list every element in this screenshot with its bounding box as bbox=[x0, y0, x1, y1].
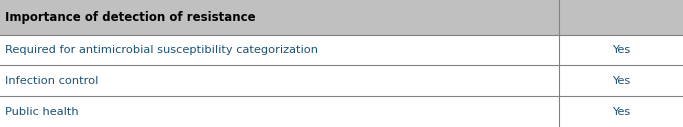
Bar bbox=[0, 96, 683, 127]
Bar bbox=[0, 35, 683, 65]
Text: Public health: Public health bbox=[5, 107, 79, 117]
Bar bbox=[0, 65, 683, 96]
Text: Required for antimicrobial susceptibility categorization: Required for antimicrobial susceptibilit… bbox=[5, 45, 318, 55]
Text: Infection control: Infection control bbox=[5, 76, 99, 86]
Text: Yes: Yes bbox=[612, 107, 630, 117]
Text: Yes: Yes bbox=[612, 76, 630, 86]
Text: Importance of detection of resistance: Importance of detection of resistance bbox=[5, 11, 256, 24]
Bar bbox=[0, 0, 683, 35]
Text: Yes: Yes bbox=[612, 45, 630, 55]
